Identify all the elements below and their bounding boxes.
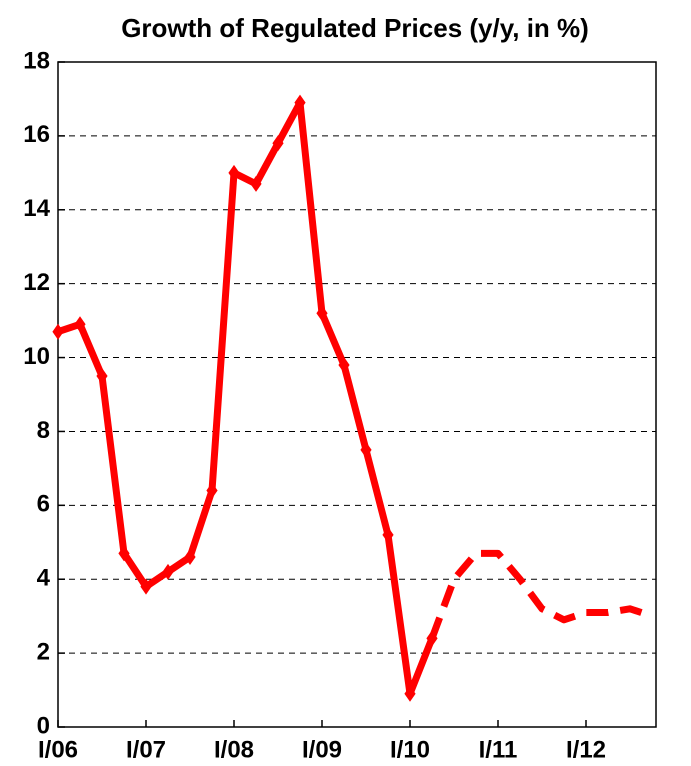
y-tick-label: 12 — [23, 269, 50, 296]
x-tick-label: I/09 — [302, 736, 342, 763]
marker — [206, 482, 218, 499]
marker — [316, 305, 328, 322]
marker — [96, 368, 108, 385]
x-tick-label: I/06 — [38, 736, 78, 763]
marker — [228, 164, 240, 181]
marker — [338, 356, 350, 373]
marker — [360, 441, 372, 458]
marker — [382, 526, 394, 543]
y-tick-label: 18 — [23, 47, 50, 74]
x-tick-label: I/12 — [566, 736, 606, 763]
chart-title: Growth of Regulated Prices (y/y, in %) — [121, 13, 589, 43]
x-tick-label: I/11 — [479, 736, 518, 763]
marker — [162, 563, 174, 580]
y-tick-label: 10 — [23, 343, 50, 370]
x-tick-label: I/08 — [214, 736, 254, 763]
x-tick-label: I/07 — [126, 736, 166, 763]
y-tick-label: 6 — [37, 491, 50, 518]
marker — [294, 94, 306, 111]
y-tick-label: 4 — [37, 565, 51, 592]
series-line — [56, 99, 436, 698]
y-tick-label: 14 — [23, 195, 50, 222]
y-tick-label: 16 — [23, 121, 50, 148]
plot-frame — [57, 61, 657, 728]
marker — [52, 323, 64, 340]
marker — [404, 685, 416, 702]
y-tick-label: 0 — [37, 712, 50, 739]
series-line — [428, 549, 654, 640]
x-tick-label: I/10 — [390, 736, 430, 763]
marker — [250, 175, 262, 192]
marker — [118, 545, 130, 562]
marker — [74, 316, 86, 333]
marker — [272, 135, 284, 152]
y-tick-label: 2 — [37, 638, 50, 665]
y-tick-label: 8 — [37, 417, 50, 444]
marker — [140, 578, 152, 595]
marker — [184, 549, 196, 566]
